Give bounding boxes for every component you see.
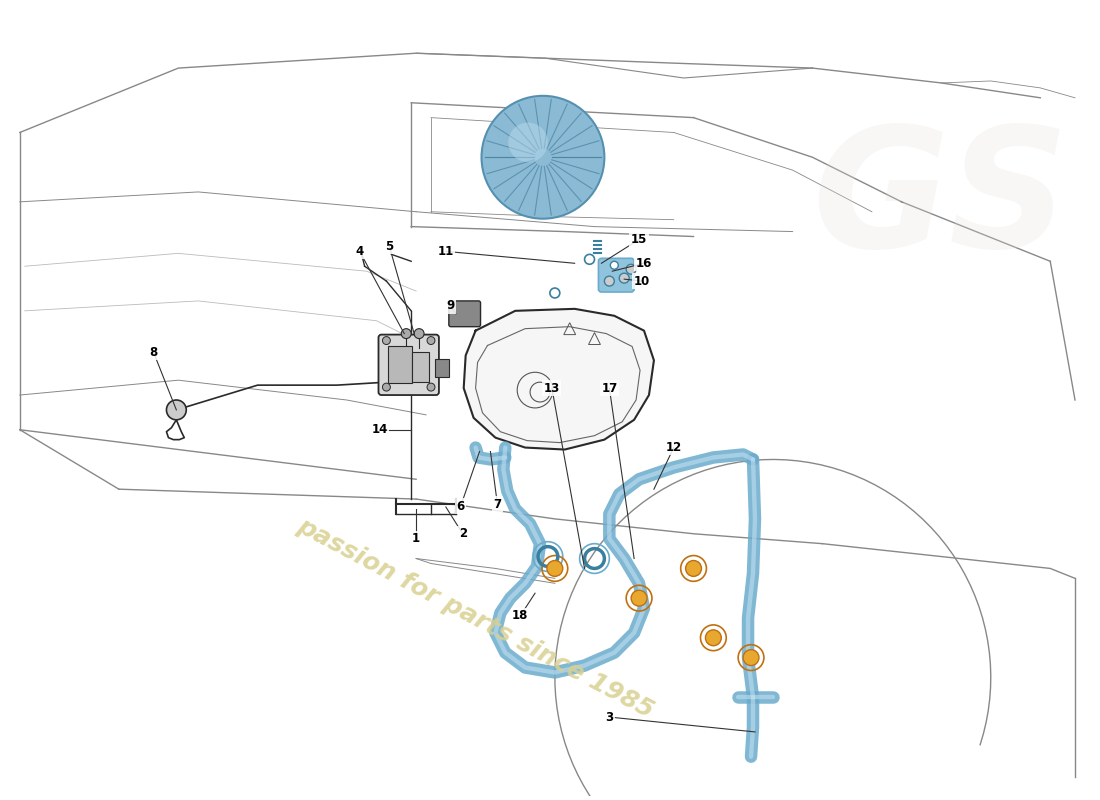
Circle shape: [619, 273, 629, 283]
Circle shape: [685, 561, 702, 576]
Circle shape: [610, 262, 618, 270]
Text: 5: 5: [385, 240, 394, 253]
Text: GS: GS: [813, 120, 1069, 283]
Text: 11: 11: [438, 245, 454, 258]
Circle shape: [626, 264, 636, 274]
Circle shape: [547, 561, 563, 576]
FancyBboxPatch shape: [598, 258, 634, 292]
Circle shape: [415, 329, 425, 338]
Text: 18: 18: [512, 610, 528, 622]
Text: 1: 1: [412, 532, 420, 546]
Circle shape: [427, 337, 434, 345]
Circle shape: [508, 122, 548, 162]
FancyBboxPatch shape: [388, 346, 412, 383]
Text: passion for parts since 1985: passion for parts since 1985: [294, 514, 658, 722]
Text: 3: 3: [605, 710, 614, 723]
Circle shape: [402, 329, 411, 338]
Text: 7: 7: [493, 498, 502, 510]
Text: 8: 8: [150, 346, 157, 359]
Text: 6: 6: [456, 499, 465, 513]
Text: 2: 2: [459, 527, 466, 540]
Text: 17: 17: [602, 382, 617, 394]
Text: 9: 9: [447, 299, 455, 312]
Circle shape: [166, 400, 186, 420]
Circle shape: [427, 383, 434, 391]
FancyBboxPatch shape: [378, 334, 439, 395]
Polygon shape: [464, 309, 653, 450]
Circle shape: [383, 383, 390, 391]
FancyBboxPatch shape: [412, 353, 429, 382]
Circle shape: [604, 276, 614, 286]
Circle shape: [482, 96, 604, 218]
Circle shape: [705, 630, 722, 646]
Text: 16: 16: [636, 257, 652, 270]
Text: 10: 10: [634, 274, 650, 288]
Text: 12: 12: [666, 441, 682, 454]
Circle shape: [744, 650, 759, 666]
Text: 14: 14: [372, 423, 387, 436]
Text: 4: 4: [355, 245, 364, 258]
FancyBboxPatch shape: [434, 359, 449, 378]
Circle shape: [383, 337, 390, 345]
Text: 13: 13: [543, 382, 560, 394]
FancyBboxPatch shape: [449, 301, 481, 326]
Text: 15: 15: [631, 233, 647, 246]
Circle shape: [631, 590, 647, 606]
